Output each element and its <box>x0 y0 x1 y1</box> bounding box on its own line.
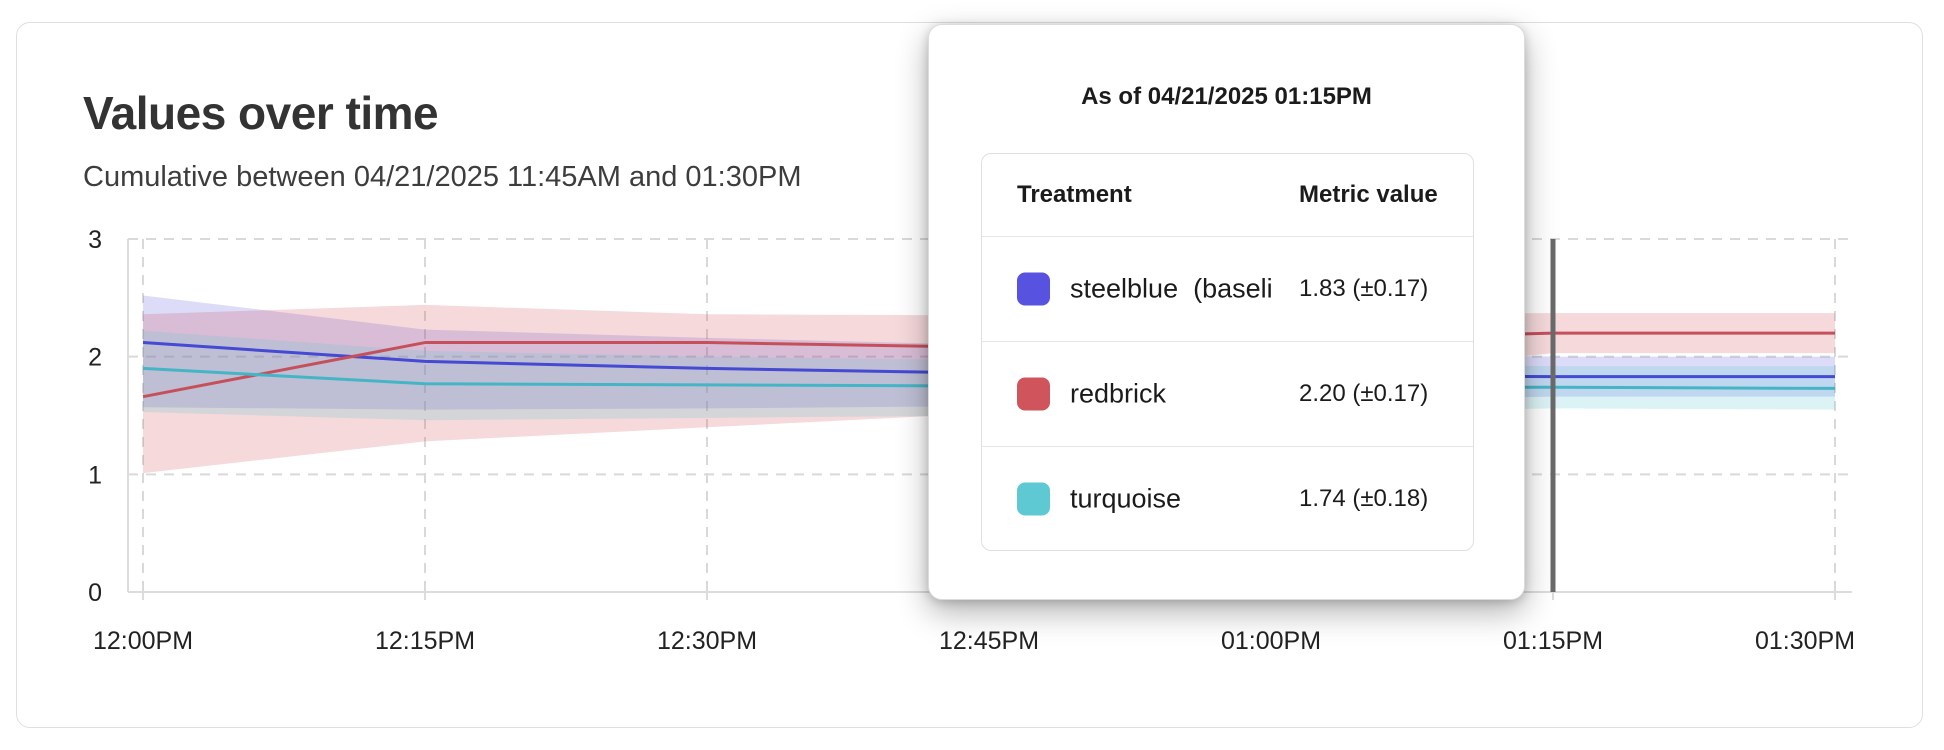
x-tick-label: 01:30PM <box>1755 627 1855 655</box>
series-metric-value: 1.83 (±0.17) <box>1299 275 1429 302</box>
tooltip-row: turquoise 1.74 (±0.18) <box>982 446 1473 550</box>
y-tick-label: 1 <box>88 461 102 489</box>
x-tick-label: 12:30PM <box>657 627 757 655</box>
y-tick-label: 2 <box>88 344 102 372</box>
series-color-swatch <box>1017 272 1050 306</box>
series-metric-value: 1.74 (±0.18) <box>1299 485 1429 512</box>
series-color-swatch <box>1017 482 1050 516</box>
tooltip-title: As of 04/21/2025 01:15PM <box>1081 83 1372 110</box>
y-tick-label: 0 <box>88 579 102 607</box>
series-metric-value: 2.20 (±0.17) <box>1299 380 1429 407</box>
series-label: redbrick <box>1070 378 1167 409</box>
series-label: turquoise <box>1070 483 1182 514</box>
column-header-treatment: Treatment <box>1017 181 1132 208</box>
series-label: steelblue (baseli <box>1070 273 1273 304</box>
series-color-swatch <box>1017 377 1050 411</box>
x-tick-label: 01:00PM <box>1221 627 1321 655</box>
tooltip-row: steelblue (baseli 1.83 (±0.17) <box>982 236 1473 341</box>
hover-tooltip: As of 04/21/2025 01:15PM Treatment Metri… <box>928 24 1525 600</box>
column-header-metric-value: Metric value <box>1299 181 1438 208</box>
x-tick-label: 01:15PM <box>1503 627 1603 655</box>
x-tick-label: 12:45PM <box>939 627 1039 655</box>
x-tick-label: 12:00PM <box>93 627 193 655</box>
chart-title: Values over time <box>83 87 439 139</box>
x-tick-label: 12:15PM <box>375 627 475 655</box>
tooltip-table: Treatment Metric value steelblue (baseli… <box>981 153 1474 551</box>
y-tick-label: 3 <box>88 226 102 254</box>
tooltip-row: redbrick 2.20 (±0.17) <box>982 341 1473 446</box>
chart-subtitle: Cumulative between 04/21/2025 11:45AM an… <box>83 161 802 193</box>
tooltip-table-header: Treatment Metric value <box>982 154 1473 236</box>
